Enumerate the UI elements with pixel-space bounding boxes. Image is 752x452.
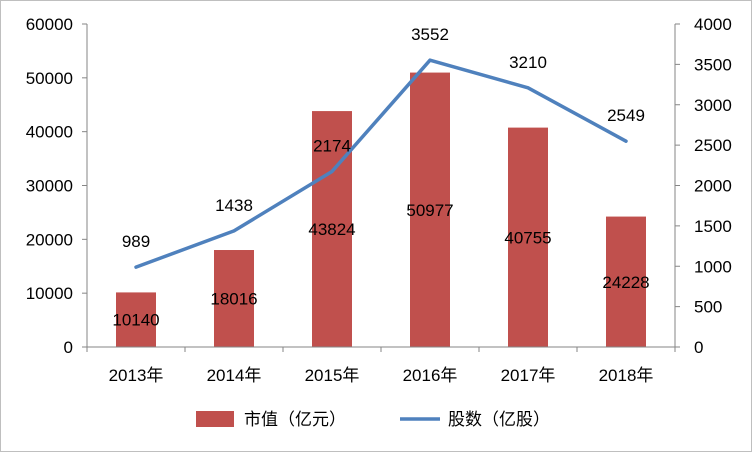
line-data-label-1: 1438 [215, 196, 253, 215]
y-right-tick-label-5: 2500 [694, 136, 732, 155]
bar-3 [410, 72, 450, 347]
y-right-tick-label-8: 4000 [694, 15, 732, 34]
bar-data-label-4: 40755 [504, 228, 551, 247]
bar-5 [606, 216, 646, 347]
line-data-label-5: 2549 [607, 106, 645, 125]
bar-data-label-3: 50977 [406, 201, 453, 220]
bar-1 [214, 250, 254, 347]
bar-data-label-0: 10140 [112, 311, 159, 330]
line-point-3 [428, 58, 432, 62]
y-right-tick-label-2: 1000 [694, 257, 732, 276]
legend-label-line: 股数（亿股） [448, 410, 550, 429]
y-left-tick-label-5: 50000 [26, 69, 73, 88]
y-left-tick-label-0: 0 [64, 338, 73, 357]
line-point-2 [330, 169, 334, 173]
y-left-tick-label-6: 60000 [26, 15, 73, 34]
line-series [134, 58, 628, 269]
bar-data-label-2: 43824 [308, 220, 355, 239]
y-left-tick-label-2: 20000 [26, 230, 73, 249]
legend-swatch-bar [196, 411, 234, 427]
bar-2 [312, 111, 352, 347]
x-tick-label-4: 2017年 [501, 366, 556, 385]
x-tick-label-3: 2016年 [403, 366, 458, 385]
bar-data-label-1: 18016 [210, 290, 257, 309]
x-tick-label-2: 2015年 [305, 366, 360, 385]
line-point-5 [624, 139, 628, 143]
x-tick-label-0: 2013年 [109, 366, 164, 385]
line-data-label-4: 3210 [509, 53, 547, 72]
line-point-4 [526, 86, 530, 90]
y-right-tick-label-6: 3000 [694, 96, 732, 115]
y-right-tick-label-4: 2000 [694, 177, 732, 196]
y-right-tick-label-3: 1500 [694, 217, 732, 236]
line-point-0 [134, 265, 138, 269]
y-left-tick-label-4: 40000 [26, 123, 73, 142]
bar-data-label-5: 24228 [602, 273, 649, 292]
x-tick-label-5: 2018年 [599, 366, 654, 385]
bar-0 [116, 292, 156, 347]
line-point-1 [232, 229, 236, 233]
legend-label-bar: 市值（亿元） [244, 410, 346, 429]
x-tick-label-1: 2014年 [207, 366, 262, 385]
y-left-tick-label-1: 10000 [26, 284, 73, 303]
y-left-tick-label-3: 30000 [26, 177, 73, 196]
bar-4 [508, 127, 548, 347]
y-right-tick-label-1: 500 [694, 298, 722, 317]
line-data-label-2: 2174 [313, 136, 351, 155]
y-right-tick-label-0: 0 [694, 338, 703, 357]
y-right-tick-label-7: 3500 [694, 55, 732, 74]
line-data-label-0: 989 [122, 232, 150, 251]
line-data-label-3: 3552 [411, 25, 449, 44]
